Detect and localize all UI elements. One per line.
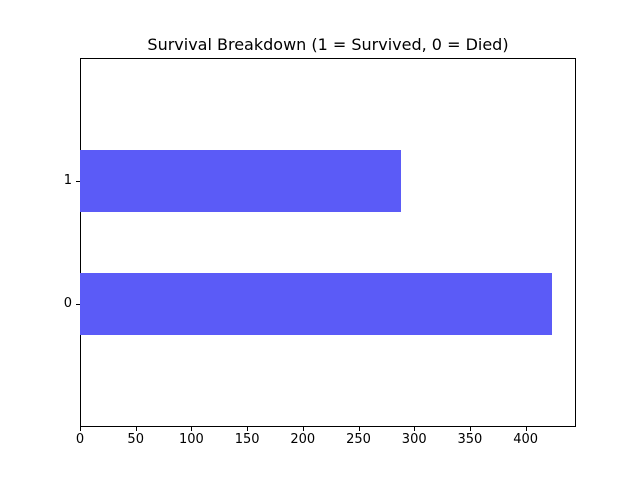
x-tick-label: 250	[346, 432, 371, 447]
y-tick-mark	[76, 181, 80, 182]
x-tick-mark	[526, 427, 527, 431]
x-tick-label: 350	[457, 432, 483, 447]
x-tick-label: 400	[513, 432, 539, 447]
x-tick-label: 0	[75, 432, 85, 447]
x-tick-mark	[136, 427, 137, 431]
plot-area	[80, 58, 576, 427]
x-tick-mark	[359, 427, 360, 431]
y-tick-mark	[76, 304, 80, 305]
chart-title: Survival Breakdown (1 = Survived, 0 = Di…	[147, 35, 509, 54]
x-tick-mark	[80, 427, 81, 431]
x-tick-label: 150	[234, 432, 260, 447]
x-tick-mark	[470, 427, 471, 431]
y-tick-label: 1	[63, 173, 72, 188]
y-tick-label: 0	[63, 296, 72, 311]
x-tick-mark	[247, 427, 248, 431]
bar-category-1	[80, 150, 401, 212]
x-tick-label: 100	[178, 432, 204, 447]
bar-category-0	[80, 273, 553, 335]
x-tick-label: 50	[127, 432, 144, 447]
x-tick-mark	[191, 427, 192, 431]
x-tick-label: 300	[401, 432, 427, 447]
x-tick-label: 200	[290, 432, 316, 447]
x-tick-mark	[303, 427, 304, 431]
x-tick-mark	[414, 427, 415, 431]
